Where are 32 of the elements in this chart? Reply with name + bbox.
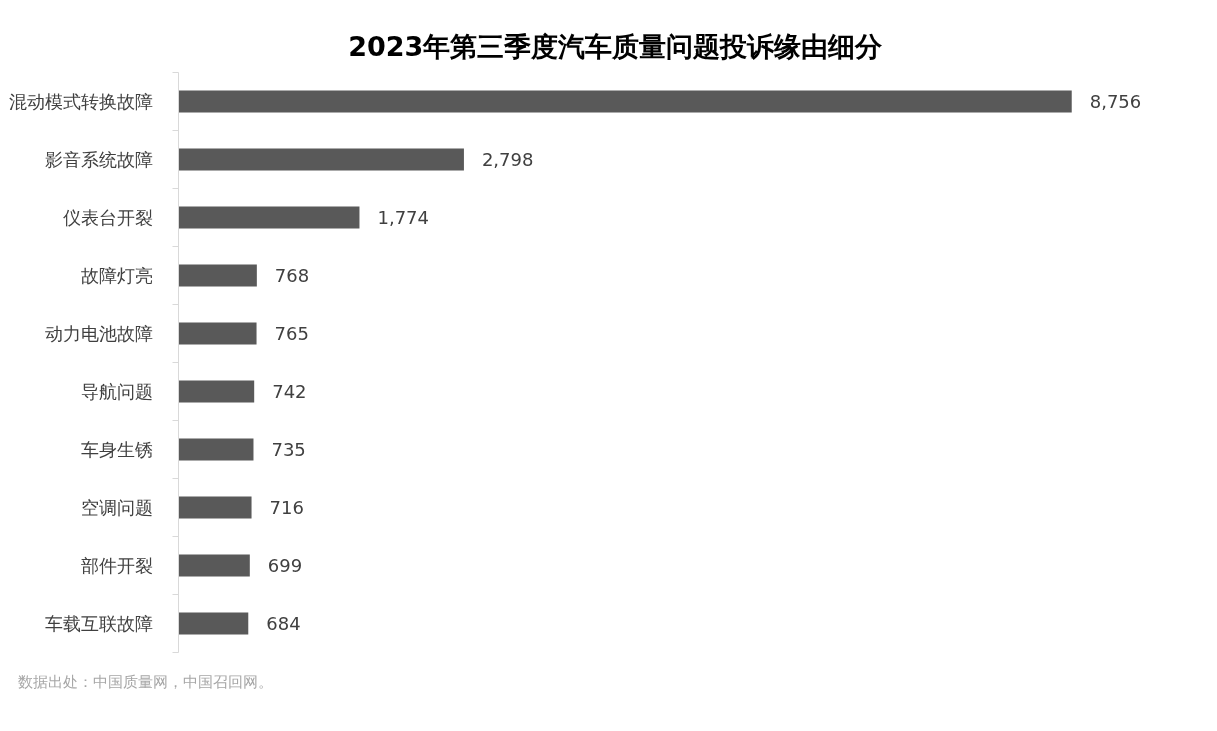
bar [178, 206, 360, 229]
data-label: 699 [267, 555, 303, 576]
y-tick-label: 车载互联故障 [44, 613, 153, 634]
bar [178, 264, 257, 287]
data-label: 765 [274, 323, 309, 344]
data-label: 684 [266, 613, 301, 634]
bar [178, 554, 250, 577]
y-tick-label: 动力电池故障 [44, 323, 153, 344]
bar [178, 438, 254, 461]
bar [178, 380, 255, 403]
data-label: 1,774 [377, 207, 429, 228]
y-tick-label: 导航问题 [80, 381, 153, 402]
bar [178, 612, 249, 635]
data-label: 735 [271, 439, 306, 460]
data-label: 742 [272, 381, 307, 402]
bar [178, 496, 252, 519]
y-tick-label: 混动模式转换故障 [8, 91, 153, 112]
data-label: 2,798 [481, 149, 534, 170]
y-tick-label: 空调问题 [80, 497, 153, 518]
y-tick-label: 影音系统故障 [44, 149, 153, 170]
bar [178, 322, 257, 345]
data-label: 716 [269, 497, 304, 518]
bar [178, 148, 464, 171]
data-label: 8,756 [1089, 91, 1142, 112]
text: 数据出处：中国质量网，中国召回网。 [17, 672, 273, 691]
bar [178, 90, 1072, 113]
chart-title: 2023年第三季度汽车质量问题投诉缘由细分 [348, 30, 884, 62]
y-tick-label: 故障灯亮 [80, 265, 153, 286]
y-tick-label: 仪表台开裂 [62, 207, 153, 228]
data-label: 768 [274, 265, 310, 286]
y-tick-label: 车身生锈 [80, 439, 153, 460]
y-tick-label: 部件开裂 [80, 555, 153, 576]
